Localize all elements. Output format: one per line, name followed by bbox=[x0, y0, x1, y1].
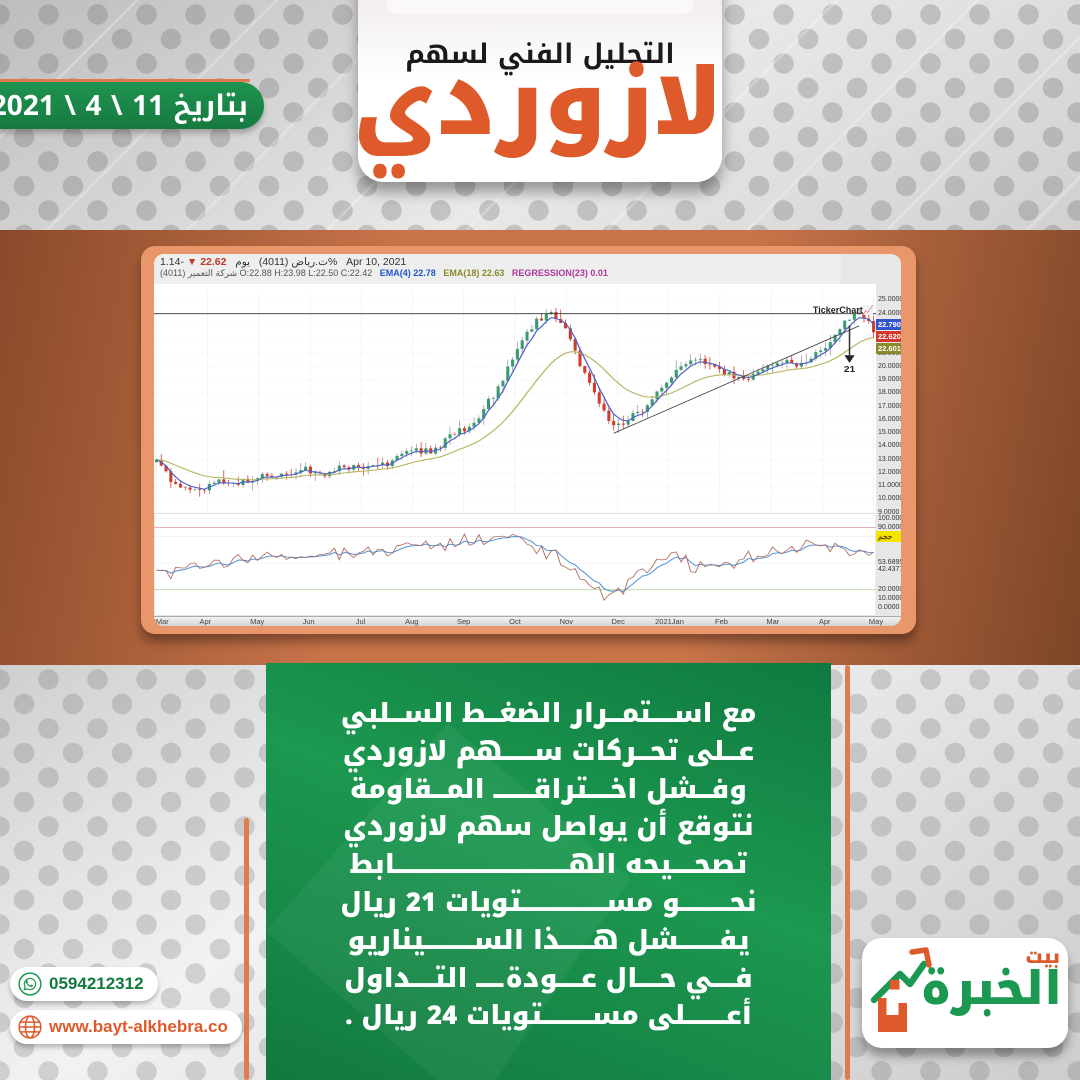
svg-text:21: 21 bbox=[844, 365, 855, 374]
